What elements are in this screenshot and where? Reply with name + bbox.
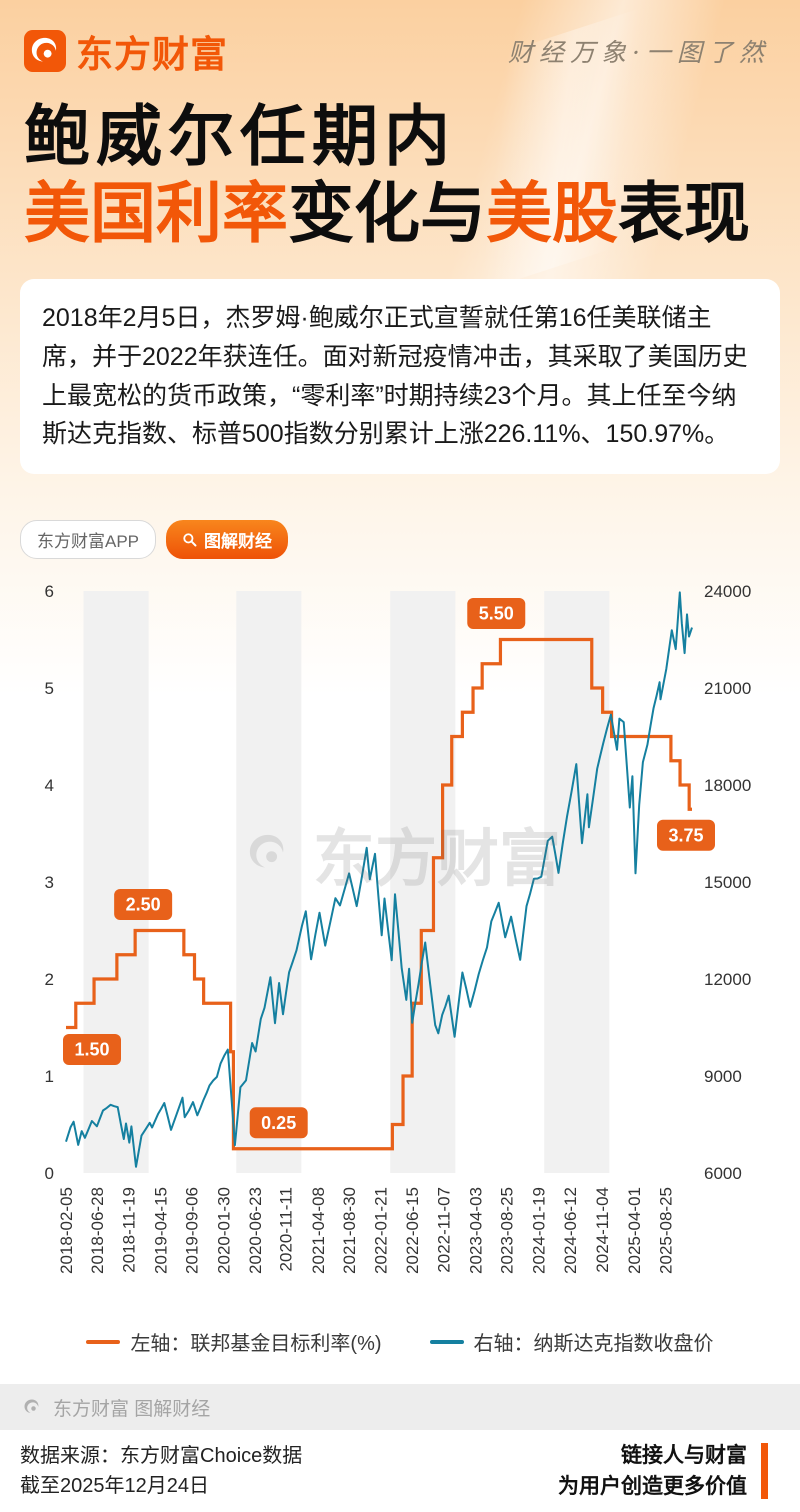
brand-name: 东方财富 — [76, 34, 228, 75]
legend-label-rate: 左轴：联邦基金目标利率(%) — [130, 1333, 382, 1356]
right-axis-tick: 12000 — [704, 970, 751, 989]
x-axis-tick: 2024-01-19 — [530, 1187, 549, 1274]
intro-text: 2018年2月5日，杰罗姆·鲍威尔正式宣誓就任第16任美联储主席，并于2022年… — [42, 304, 748, 449]
footer-strip-text: 东方财富 图解财经 — [53, 1398, 211, 1420]
title-segment: 变化与 — [288, 175, 486, 250]
x-axis-tick: 2019-04-15 — [151, 1187, 170, 1274]
chart-legend: 左轴：联邦基金目标利率(%) 右轴：纳斯达克指数收盘价 — [0, 1327, 800, 1356]
rate-step-line — [66, 637, 692, 1151]
left-axis-tick: 2 — [45, 970, 54, 989]
rate-value-label — [114, 889, 173, 921]
x-axis-tick: 2025-04-01 — [625, 1187, 644, 1274]
x-axis-tick: 2020-11-11 — [277, 1187, 296, 1271]
rate-value-label — [657, 819, 715, 851]
right-axis-tick: 21000 — [704, 679, 751, 698]
title-segment: 美股 — [486, 175, 618, 250]
x-axis-tick: 2022-11-07 — [434, 1187, 453, 1273]
intro-card: 2018年2月5日，杰罗姆·鲍威尔正式宣誓就任第16任美联储主席，并于2022年… — [20, 279, 780, 475]
right-axis-tick: 18000 — [704, 776, 751, 795]
background-stripe — [236, 591, 302, 1174]
x-axis-tick: 2021-08-30 — [340, 1187, 359, 1274]
brand-logo-icon — [24, 30, 66, 72]
footer-strip: 东方财富 图解财经 — [0, 1384, 800, 1430]
page-title-line1: 鲍威尔任期内 — [24, 99, 456, 173]
x-axis-tick: 2018-11-19 — [119, 1187, 138, 1273]
x-axis-tick: 2020-01-30 — [214, 1187, 233, 1274]
legend-swatch-nasdaq — [429, 1339, 464, 1344]
x-axis-tick: 2022-06-15 — [403, 1187, 422, 1274]
data-source-line2: 截至2025年12月24日 — [20, 1475, 209, 1497]
right-axis-tick: 6000 — [704, 1164, 742, 1183]
data-source: 数据来源：东方财富Choice数据 截至2025年12月24日 — [20, 1441, 302, 1501]
footer-tagline-text: 链接人与财富 为用户创造更多价值 — [558, 1440, 747, 1503]
left-axis-tick: 6 — [45, 582, 54, 601]
x-axis-tick: 2018-02-05 — [57, 1187, 76, 1274]
legend-swatch-rate — [86, 1339, 121, 1344]
footer-strip-logo-icon — [20, 1395, 44, 1419]
rate-value-label-text: 2.50 — [126, 895, 161, 915]
footer-accent-bar — [761, 1443, 768, 1499]
right-axis-tick: 24000 — [704, 582, 751, 601]
footer-tagline-line1: 链接人与财富 — [621, 1443, 747, 1467]
rate-value-label — [467, 598, 526, 630]
rate-value-label-text: 5.50 — [479, 604, 514, 624]
legend-item-nasdaq: 右轴：纳斯达克指数收盘价 — [429, 1327, 714, 1356]
rate-value-label-text: 1.50 — [74, 1040, 109, 1060]
search-icon — [182, 532, 197, 547]
right-axis-tick: 9000 — [704, 1067, 742, 1086]
x-axis-tick: 2019-09-06 — [183, 1187, 202, 1274]
x-axis-tick: 2021-04-08 — [309, 1187, 328, 1274]
x-axis-tick: 2022-01-21 — [371, 1187, 390, 1274]
column-badge[interactable]: 图解财经 — [166, 520, 289, 560]
footer-tagline-line2: 为用户创造更多价值 — [558, 1475, 747, 1498]
left-axis-tick: 1 — [45, 1067, 54, 1086]
page-title: 鲍威尔任期内 美国利率变化与美股表现 — [24, 98, 776, 251]
left-axis-tick: 4 — [45, 776, 54, 795]
column-badge-label: 图解财经 — [204, 532, 273, 552]
rate-nasdaq-chart: 0 1 2 3 4 5 6 6000 9000 12000 15000 18000 21000 24000… — [45, 582, 752, 1274]
rate-value-label — [249, 1107, 308, 1139]
left-axis-tick: 3 — [45, 873, 54, 892]
header-slogan: 财经万象·一图了然 — [508, 38, 770, 67]
x-axis-tick: 2024-06-12 — [561, 1187, 580, 1274]
rate-value-label-text: 0.25 — [261, 1113, 296, 1133]
left-axis-tick: 5 — [45, 679, 54, 698]
rate-value-label-text: 3.75 — [668, 825, 703, 845]
background-stripe — [83, 591, 149, 1174]
page-title-line2: 美国利率变化与美股表现 — [24, 175, 776, 252]
brand-logo: 东方财富 — [24, 24, 228, 78]
background-stripe — [390, 591, 456, 1174]
footer-tagline: 链接人与财富 为用户创造更多价值 — [558, 1440, 800, 1503]
legend-item-rate: 左轴：联邦基金目标利率(%) — [86, 1327, 382, 1356]
nasdaq-line — [65, 591, 693, 1168]
title-segment: 表现 — [618, 175, 750, 250]
x-axis-tick: 2020-06-23 — [246, 1187, 265, 1274]
data-source-line1: 数据来源：东方财富Choice数据 — [20, 1445, 303, 1467]
x-axis-tick: 2023-04-03 — [466, 1187, 485, 1274]
chart-area: 0 1 2 3 4 5 6 6000 9000 12000 15000 18000 21000 24000… — [20, 575, 780, 1291]
left-axis-tick: 0 — [45, 1164, 54, 1183]
badge-row: 东方财富APP 图解财经 — [20, 520, 800, 560]
background-stripe — [544, 591, 610, 1174]
x-axis-tick: 2023-08-25 — [498, 1187, 517, 1274]
x-axis-tick: 2018-06-28 — [88, 1187, 107, 1274]
legend-label-nasdaq: 右轴：纳斯达克指数收盘价 — [473, 1333, 714, 1356]
x-axis-tick: 2024-11-04 — [593, 1187, 612, 1273]
title-segment: 美国利率 — [24, 175, 288, 250]
rate-value-label — [63, 1034, 121, 1066]
header: 东方财富 财经万象·一图了然 — [0, 0, 800, 78]
footer: 数据来源：东方财富Choice数据 截至2025年12月24日 链接人与财富 为… — [0, 1430, 800, 1512]
app-badge[interactable]: 东方财富APP — [20, 520, 157, 560]
right-axis-tick: 15000 — [704, 873, 751, 892]
x-axis-tick: 2025-08-25 — [657, 1187, 676, 1274]
